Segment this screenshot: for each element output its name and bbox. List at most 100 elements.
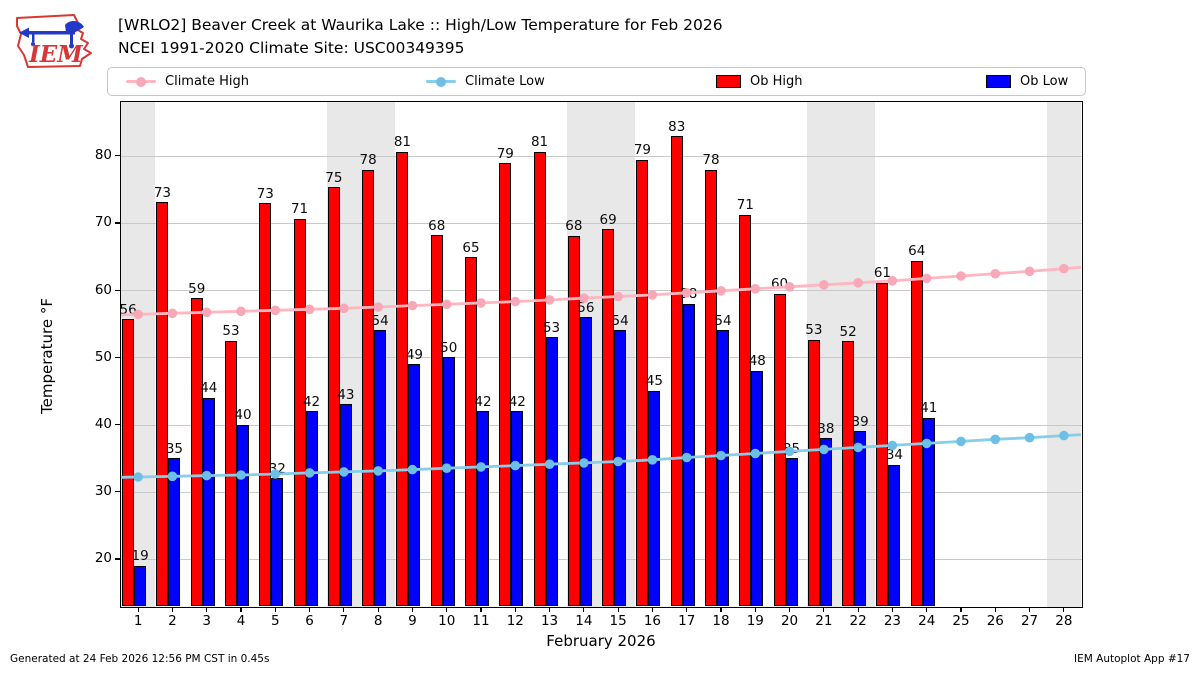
y-tick-mark (114, 222, 120, 224)
ob-high-value-label: 73 (153, 184, 172, 201)
y-axis-title: Temperature °F (38, 298, 56, 414)
y-tick-mark (114, 558, 120, 560)
plot-area: 20 30 40 50 60 70 80 1 2 3 4 5 6 7 8 9 10 11 12 13 14 15 16 17 1… (95, 101, 1083, 629)
ob-low-bar (477, 411, 489, 606)
ob-low-value-label: 40 (234, 407, 252, 424)
ob-high-value-label: 83 (668, 118, 686, 135)
x-tick-label: 20 (780, 613, 799, 629)
climate-high-marker (887, 276, 898, 286)
gridline (121, 155, 1082, 157)
ob-high-bar (773, 293, 786, 606)
ob-low-bar (305, 411, 318, 606)
ob-low-bar (168, 458, 181, 606)
x-tick-label: 2 (168, 613, 177, 629)
x-tick-mark (171, 607, 174, 612)
ob-low-bar (511, 411, 524, 606)
climate-high-marker (304, 304, 315, 315)
ob-high-value-label: 78 (359, 152, 377, 169)
climate-low-marker (407, 464, 418, 475)
legend-marker-icon (436, 76, 446, 87)
climate-lines-layer (120, 263, 1082, 482)
x-tick-label: 10 (438, 613, 456, 629)
x-tick-label: 28 (1055, 613, 1073, 629)
y-tick-label: 60 (94, 281, 112, 298)
climate-low-marker (681, 452, 692, 463)
ob-high-bar (910, 260, 923, 606)
x-tick-label: 17 (678, 613, 696, 629)
generated-text: Generated at 24 Feb 2026 12:56 PM CST in… (10, 653, 270, 665)
climate-high-marker (1024, 266, 1035, 277)
ob-low-value-label: 41 (920, 400, 938, 417)
ob-low-value-label: 39 (851, 413, 869, 430)
ob-high-bar (396, 151, 409, 606)
climate-low-marker (544, 459, 555, 470)
x-tick-label: 4 (236, 613, 246, 629)
gridline (121, 290, 1082, 292)
climate-low-marker (476, 462, 486, 472)
climate-low-marker (441, 463, 452, 474)
ob-low-value-label: 43 (337, 386, 355, 403)
climate-low-marker (1059, 430, 1069, 441)
ob-low-value-label: 19 (131, 548, 149, 565)
legend-swatch-icon (716, 75, 741, 88)
y-tick-mark (114, 356, 120, 359)
y-tick-label: 70 (94, 214, 112, 231)
ob-low-value-label: 56 (577, 299, 595, 316)
climate-low-marker (510, 460, 521, 471)
climate-high-marker (956, 271, 966, 281)
x-tick-label: 12 (506, 613, 524, 629)
ob-high-value-label: 75 (325, 169, 343, 186)
climate-high-marker (784, 282, 795, 292)
ob-high-bar (567, 235, 580, 606)
climate-low-marker (1024, 432, 1035, 443)
ob-low-bar (922, 417, 935, 606)
x-tick-label: 9 (408, 613, 417, 629)
chart-title: [WRLO2] Beaver Creek at Waurika Lake :: … (118, 16, 723, 34)
x-tick-mark (480, 607, 482, 612)
climate-high-marker (613, 291, 623, 302)
ob-low-bar (202, 397, 215, 606)
x-tick-mark (583, 607, 585, 612)
climate-high-marker (373, 302, 383, 312)
x-tick-mark (377, 607, 379, 612)
y-tick-mark (114, 289, 120, 291)
ob-high-value-label: 81 (393, 134, 412, 151)
ob-low-value-label: 42 (508, 393, 526, 410)
x-tick-label: 13 (540, 613, 559, 629)
ob-low-bar (545, 337, 558, 606)
climate-high-marker (990, 268, 1001, 279)
ob-high-bar (807, 339, 820, 606)
ob-low-value-label: 54 (371, 312, 389, 329)
climate-high-line (120, 265, 1082, 317)
ob-high-value-label: 69 (599, 211, 617, 228)
climate-low-marker (339, 467, 349, 477)
climate-high-marker (921, 273, 932, 284)
x-tick-label: 23 (883, 613, 902, 629)
y-tick-mark (114, 424, 120, 426)
x-tick-mark (994, 607, 996, 612)
legend-item-ob-high: Ob High (716, 68, 803, 95)
ob-high-bar (842, 341, 855, 606)
ob-high-bar (636, 159, 649, 606)
climate-low-marker (990, 434, 1001, 445)
y-tick-mark (114, 491, 120, 493)
x-tick-mark (857, 607, 859, 612)
ob-low-value-label: 45 (645, 373, 664, 390)
x-tick-label: 6 (305, 613, 314, 629)
climate-low-marker (613, 456, 623, 467)
gridline (121, 558, 1082, 560)
x-tick-label: 14 (575, 613, 593, 629)
ob-low-bar (751, 370, 764, 606)
climate-low-marker (373, 466, 383, 476)
y-tick-mark (114, 155, 120, 157)
ob-low-value-label: 38 (817, 420, 835, 437)
legend: Climate High Climate Low Ob High Ob Low (107, 67, 1086, 96)
ob-high-bar (499, 163, 512, 606)
climate-low-marker (579, 458, 589, 468)
x-tick-mark (1028, 607, 1031, 612)
x-tick-label: 27 (1020, 613, 1039, 629)
x-tick-mark (274, 607, 276, 612)
climate-low-marker (750, 448, 761, 459)
ob-high-bar (602, 229, 615, 606)
ob-high-bar (122, 319, 135, 606)
